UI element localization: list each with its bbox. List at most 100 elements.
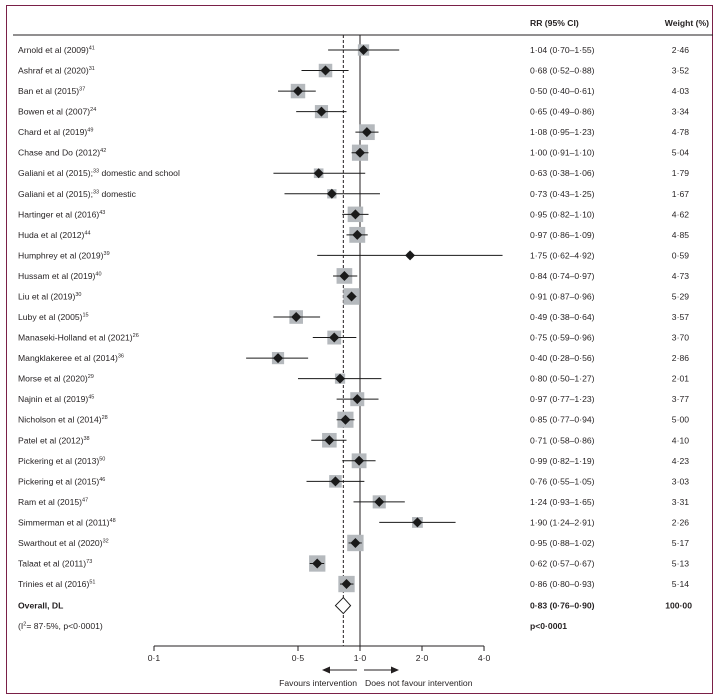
point-estimate-marker: [273, 353, 284, 364]
study-row: Najnin et al (2019)45 0·97 (0·77–1·23) 3·7…: [18, 392, 689, 407]
weight-value: 5·13: [672, 559, 689, 569]
point-estimate-marker: [341, 579, 352, 590]
study-row: Mangklakeree et al (2014)36 0·40 (0·28–0·…: [18, 352, 689, 365]
study-row: Huda et al (2012)44 0·97 (0·86–1·09) 4·85: [18, 226, 689, 243]
overall-label: Overall, DL: [18, 601, 63, 611]
study-label: Hussam et al (2019)40: [18, 271, 102, 281]
arrow-left-icon: [322, 666, 330, 674]
rr-value: 0·80 (0·50–1·27): [530, 374, 595, 384]
column-header-rr: RR (95% CI): [530, 18, 579, 28]
point-estimate-marker: [292, 86, 303, 97]
study-label: Galiani et al (2015);33 domestic: [18, 189, 137, 199]
overall-row: Overall, DL 0·83 (0·76–0·90) 100·00 (I2= 87…: [18, 596, 692, 631]
study-row: Bowen et al (2007)24 0·65 (0·49–0·86) 3·34: [18, 105, 689, 119]
point-estimate-marker: [355, 147, 365, 158]
point-estimate-marker: [316, 106, 327, 117]
weight-value: 0·59: [672, 250, 689, 260]
rr-value: 0·97 (0·86–1·09): [530, 230, 595, 240]
study-row: Patel et al (2012)38 0·71 (0·58–0·86) 4·10: [18, 432, 689, 448]
point-estimate-marker: [358, 45, 369, 55]
point-estimate-marker: [326, 188, 337, 199]
study-row: Ashraf et al (2020)31 0·68 (0·52–0·88) 3·5…: [18, 63, 689, 78]
rr-value: 1·04 (0·70–1·55): [530, 45, 595, 55]
rr-value: 0·85 (0·77–0·94): [530, 415, 595, 425]
weight-value: 5·14: [672, 579, 689, 589]
study-row: Hartinger et al (2016)43 0·95 (0·82–1·10)…: [18, 206, 689, 223]
study-row: Chase and Do (2012)42 1·00 (0·91–1·10) 5·0…: [18, 144, 689, 161]
figure-border: [6, 5, 713, 694]
study-label: Morse et al (2020)29: [18, 374, 94, 384]
weight-value: 2·46: [672, 45, 689, 55]
study-label: Najnin et al (2019)45: [18, 394, 94, 404]
rr-value: 0·63 (0·38–1·06): [530, 168, 595, 178]
direction-left-label: Favours intervention: [279, 678, 357, 688]
overall-diamond: [334, 596, 352, 615]
study-label: Talaat et al (2011)73: [18, 559, 92, 569]
weight-value: 5·17: [672, 538, 689, 548]
point-estimate-marker: [350, 209, 361, 220]
study-label: Manaseki-Holland et al (2021)26: [18, 333, 139, 343]
point-estimate-marker: [329, 332, 340, 343]
weight-value: 2·01: [672, 374, 689, 384]
column-header-weight: Weight (%): [665, 18, 709, 28]
study-label: Galiani et al (2015);33 domestic and sch…: [18, 168, 180, 178]
rr-value: 0·99 (0·82–1·19): [530, 456, 595, 466]
point-estimate-marker: [339, 270, 350, 281]
rr-value: 0·86 (0·80–0·93): [530, 579, 595, 589]
point-estimate-marker: [313, 168, 324, 179]
weight-value: 3·77: [672, 394, 689, 404]
study-row: Swarthout et al (2020)32 0·95 (0·88–1·02)…: [18, 534, 689, 552]
rr-value: 0·68 (0·52–0·88): [530, 66, 595, 76]
study-label: Liu et al (2019)30: [18, 291, 81, 301]
x-tick-label: 0·1: [148, 653, 161, 663]
rr-value: 0·73 (0·43–1·25): [530, 189, 595, 199]
x-tick-label: 1·0: [354, 653, 367, 663]
point-estimate-marker: [340, 414, 351, 425]
study-label: Ram et al (2015)47: [18, 497, 88, 507]
point-estimate-marker: [330, 476, 341, 487]
study-label: Pickering et al (2013)50: [18, 456, 105, 466]
study-row: Trinies et al (2016)51 0·86 (0·80–0·93) 5·…: [18, 575, 689, 593]
weight-value: 4·10: [672, 435, 689, 445]
study-row: Ram et al (2015)47 1·24 (0·93–1·65) 3·31: [18, 495, 689, 509]
study-label: Arnold et al (2009)41: [18, 45, 95, 55]
weight-value: 4·62: [672, 209, 689, 219]
point-estimate-marker: [374, 496, 385, 507]
study-label: Simmerman et al (2011)48: [18, 517, 116, 527]
rr-value: 0·49 (0·38–0·64): [530, 312, 595, 322]
rr-value: 0·76 (0·55–1·05): [530, 476, 595, 486]
weight-value: 3·34: [672, 107, 689, 117]
x-tick-label: 2·0: [416, 653, 429, 663]
point-estimate-marker: [291, 312, 302, 323]
direction-right-label: Does not favour intervention: [365, 678, 473, 688]
rr-value: 1·08 (0·95–1·23): [530, 127, 595, 137]
rr-value: 0·95 (0·88–1·02): [530, 538, 595, 548]
point-estimate-marker: [352, 229, 363, 240]
heterogeneity-text: (I2= 87·5%, p<0·0001): [18, 621, 103, 631]
point-estimate-marker: [405, 250, 416, 261]
study-row: Morse et al (2020)29 0·80 (0·50–1·27) 2·01: [18, 373, 689, 384]
overall-p-value: p<0·0001: [530, 621, 567, 631]
weight-value: 4·73: [672, 271, 689, 281]
rr-value: 0·91 (0·87–0·96): [530, 291, 595, 301]
rr-value: 1·90 (1·24–2·91): [530, 517, 595, 527]
study-row: Hussam et al (2019)40 0·84 (0·74–0·97) 4·7…: [18, 268, 689, 284]
study-row: Galiani et al (2015);33 domestic 0·73 (0·…: [18, 188, 689, 199]
point-estimate-marker: [352, 394, 363, 405]
point-estimate-marker: [324, 435, 335, 446]
weight-value: 4·23: [672, 456, 689, 466]
study-label: Huda et al (2012)44: [18, 230, 91, 240]
study-row: Arnold et al (2009)41 1·04 (0·70–1·55) 2·4…: [18, 44, 689, 56]
arrow-right-icon: [391, 666, 399, 674]
study-row: Galiani et al (2015);33 domestic and sch…: [18, 168, 689, 179]
weight-value: 4·85: [672, 230, 689, 240]
point-estimate-marker: [354, 455, 365, 466]
weight-value: 1·79: [672, 168, 689, 178]
x-tick-label: 0·5: [292, 653, 305, 663]
study-label: Chase and Do (2012)42: [18, 148, 106, 158]
weight-value: 3·52: [672, 66, 689, 76]
rr-value: 0·71 (0·58–0·86): [530, 435, 595, 445]
point-estimate-marker: [412, 517, 423, 528]
rr-value: 0·65 (0·49–0·86): [530, 107, 595, 117]
point-estimate-marker: [312, 558, 323, 569]
